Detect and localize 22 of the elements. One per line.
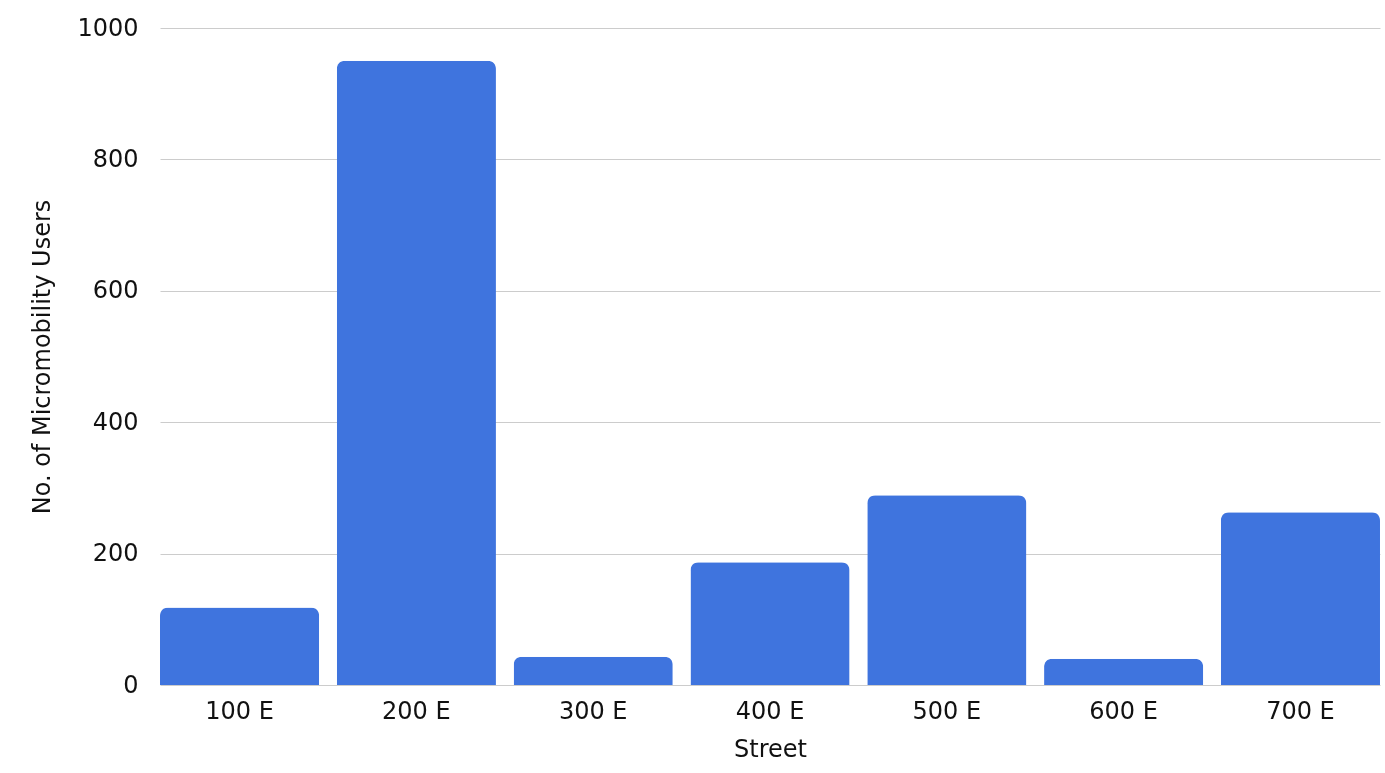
- y-tick-label: 1000: [77, 13, 139, 42]
- x-axis-title: Street: [734, 734, 807, 763]
- y-tick-label: 0: [123, 670, 139, 699]
- y-tick-label: 200: [92, 539, 139, 568]
- bar: [1220, 512, 1380, 685]
- bar: [336, 60, 496, 685]
- x-tick-label: 300 E: [558, 696, 628, 725]
- y-tick-label: 800: [92, 144, 139, 173]
- bar: [690, 562, 850, 685]
- y-tick-label: 600: [92, 276, 139, 305]
- y-axis-title: No. of Micromobility Users: [28, 199, 57, 515]
- x-tick-label: 700 E: [1266, 696, 1335, 725]
- x-tick-label: 200 E: [382, 696, 451, 725]
- bar: [513, 656, 673, 685]
- x-tick-label: 600 E: [1089, 696, 1158, 725]
- x-tick-label: 500 E: [912, 696, 982, 725]
- bar: [160, 607, 320, 685]
- x-tick-label: 400 E: [735, 696, 805, 725]
- y-tick-label: 400: [92, 407, 139, 436]
- bar: [1044, 658, 1204, 685]
- bar: [867, 495, 1027, 685]
- x-tick-label: 100 E: [205, 696, 274, 725]
